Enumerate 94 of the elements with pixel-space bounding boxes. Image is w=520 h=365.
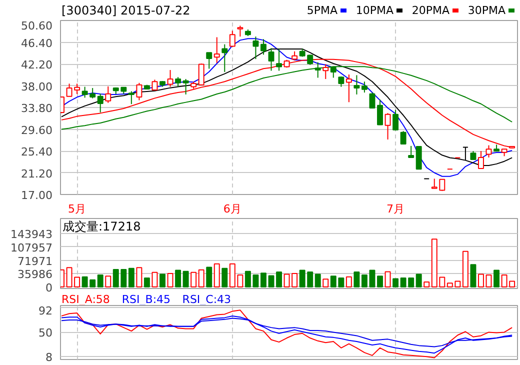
bar <box>322 278 329 288</box>
line-series <box>61 315 513 354</box>
bar <box>222 268 228 288</box>
bar <box>478 274 484 288</box>
bar <box>354 272 360 288</box>
bar <box>190 272 197 288</box>
candlestick <box>322 64 329 80</box>
bar <box>167 273 174 288</box>
bar <box>97 274 104 288</box>
y-tick-label: 50.60 <box>21 20 53 32</box>
y-tick-label: 38.00 <box>21 80 53 94</box>
candlestick <box>214 36 220 64</box>
candlestick <box>222 44 228 72</box>
line-series <box>61 318 513 348</box>
candlestick <box>229 30 236 48</box>
legend-label: 20PMA <box>412 4 450 17</box>
bar <box>494 270 500 288</box>
bar <box>152 272 158 288</box>
chart-title: [300340] 2015-07-22 <box>62 4 190 18</box>
x-tick-label: 6月 <box>223 202 242 216</box>
candlestick <box>136 82 142 101</box>
y-tick-label: 143943 <box>10 228 53 242</box>
bar <box>260 272 266 288</box>
y-tick-label: 46.40 <box>21 36 53 50</box>
bar <box>160 274 166 288</box>
y-tick-label: 50 <box>38 326 53 340</box>
candlestick <box>268 48 274 72</box>
legend-label: 10PMA <box>356 4 394 17</box>
candlestick <box>377 99 383 126</box>
bar <box>128 268 134 288</box>
bar <box>198 269 204 288</box>
y-tick-label: 25.40 <box>21 146 53 158</box>
candlestick <box>260 38 266 56</box>
candlestick <box>198 63 204 86</box>
candlestick <box>478 150 484 170</box>
y-tick-label: 21.20 <box>21 167 53 180</box>
chart-title: 成交量:17218 <box>62 220 141 234</box>
candlestick <box>346 74 352 103</box>
bar <box>384 271 391 288</box>
line-series <box>61 310 513 358</box>
candlestick <box>105 86 112 104</box>
bar <box>105 276 112 288</box>
y-tick-label: 92 <box>38 304 53 318</box>
bar <box>144 277 150 288</box>
y-tick-label: 42.20 <box>21 58 53 72</box>
y-tick-label: 71971 <box>18 254 53 268</box>
bar <box>276 272 282 288</box>
bar <box>416 274 422 288</box>
candlestick <box>182 78 189 95</box>
y-tick-label: 0 <box>46 281 52 294</box>
candlestick <box>97 93 104 113</box>
candlestick <box>400 130 406 145</box>
candlestick <box>462 146 468 161</box>
bar <box>424 282 430 288</box>
bar <box>392 278 399 288</box>
candlestick <box>486 144 492 158</box>
candlestick <box>416 146 422 170</box>
y-tick-label: 33.80 <box>21 102 53 115</box>
candlestick <box>252 36 259 60</box>
candlestick <box>206 52 212 70</box>
y-tick-label: 107957 <box>10 241 53 254</box>
candlestick <box>237 25 244 38</box>
y-tick-label: 17.00 <box>21 189 53 202</box>
legend-label: 5PMA <box>306 4 338 17</box>
candlestick <box>175 76 182 88</box>
bar <box>486 274 492 288</box>
bar <box>462 250 468 288</box>
y-tick-label: 8 <box>46 351 52 364</box>
candlestick <box>408 145 414 158</box>
candlestick <box>392 109 399 131</box>
x-tick-label: 7月 <box>386 202 405 216</box>
bar <box>470 264 476 288</box>
candlestick <box>384 112 391 140</box>
candlestick <box>276 48 282 72</box>
y-tick-label: 29.60 <box>21 124 53 137</box>
bar <box>268 275 274 288</box>
candlestick <box>167 70 174 88</box>
bar <box>206 266 212 288</box>
candlestick <box>152 79 158 91</box>
candlestick <box>354 74 360 95</box>
legend-label: 30PMA <box>468 4 506 17</box>
bar <box>136 267 142 288</box>
bar <box>346 276 352 288</box>
line-series <box>61 66 513 130</box>
x-tick-label: 5月 <box>68 202 86 216</box>
bar <box>182 270 189 288</box>
bar <box>377 276 383 288</box>
candlestick <box>128 90 134 105</box>
y-tick-label: 35986 <box>18 268 53 282</box>
bar <box>175 270 182 288</box>
bar <box>214 263 220 288</box>
bar <box>314 274 321 288</box>
candlestick <box>361 81 368 94</box>
candlestick <box>369 92 376 110</box>
